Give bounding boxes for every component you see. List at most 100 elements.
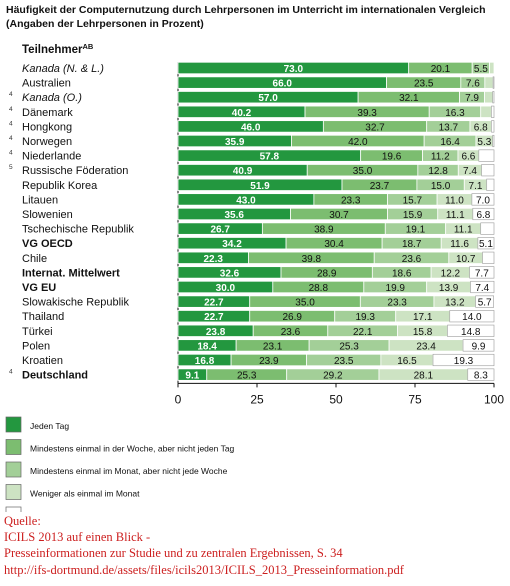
legend-label: Mindestens einmal in der Woche, aber nic… (30, 444, 235, 454)
legend-label: Weniger als einmal im Monat (30, 489, 140, 499)
data-label: 42.0 (348, 137, 368, 148)
row-footnote: 4 (9, 106, 13, 113)
legend-label: Nie (30, 511, 43, 512)
data-label: 23.3 (341, 195, 361, 206)
data-label: 32.7 (365, 122, 385, 133)
data-label: 5.7 (478, 298, 492, 309)
data-label: 28.8 (309, 283, 329, 294)
data-label: 35.6 (225, 210, 245, 221)
data-label: 19.3 (454, 356, 474, 367)
data-label: 18.4 (197, 341, 217, 352)
data-label: 11.1 (446, 210, 465, 221)
data-label: 23.6 (281, 327, 301, 338)
x-tick-label: 50 (329, 392, 343, 406)
legend-swatch (5, 484, 22, 500)
row-label: Kanada (O.) (22, 92, 82, 104)
data-label: 13.7 (439, 122, 459, 133)
row-label: Internat. Mittelwert (22, 267, 120, 279)
bar-segment (480, 222, 495, 235)
legend-label: Jeden Tag (30, 421, 69, 431)
data-label: 9.1 (185, 371, 199, 382)
legend-swatch (5, 439, 22, 455)
data-label: 7.6 (466, 79, 480, 90)
bar-segment (480, 105, 492, 118)
row-label: Tschechische Republik (22, 224, 134, 236)
row-label: VG EU (22, 282, 56, 294)
data-label: 15.8 (413, 327, 433, 338)
data-label: 7.7 (475, 268, 489, 279)
data-label: 6.8 (476, 210, 490, 221)
data-label: 8.3 (474, 371, 488, 382)
data-label: 32.6 (220, 268, 240, 279)
row-label: Russische Föderation (22, 165, 128, 177)
data-label: 23.5 (414, 79, 434, 90)
bar-segment (484, 91, 494, 104)
data-label: 18.7 (402, 239, 422, 250)
bar-segment (492, 91, 495, 104)
data-label: 11.0 (445, 195, 464, 206)
bar-segment (491, 120, 495, 133)
row-label: Thailand (22, 311, 64, 323)
data-label: 23.8 (206, 327, 226, 338)
data-label: 7.0 (476, 195, 490, 206)
data-label: 16.5 (397, 356, 417, 367)
data-label: 10.7 (456, 254, 476, 265)
bar-segment (472, 207, 495, 221)
data-label: 9.9 (472, 341, 486, 352)
bar-segment (447, 324, 495, 337)
data-label: 7.9 (465, 93, 479, 104)
data-label: 14.8 (461, 327, 481, 338)
data-label: 15.7 (403, 195, 423, 206)
row-footnote: 4 (9, 369, 13, 376)
data-label: 22.7 (204, 312, 224, 323)
row-label: Dänemark (22, 107, 73, 119)
data-label: 5.3 (477, 137, 491, 148)
row-footnote: 4 (9, 135, 13, 142)
data-label: 23.1 (263, 341, 283, 352)
bar-segment (470, 280, 495, 294)
row-label: Norwegen (22, 136, 72, 148)
source-url[interactable]: http://ifs-dortmund.de/assets/files/icil… (4, 563, 404, 577)
data-label: 38.9 (314, 225, 334, 236)
data-label: 11.1 (454, 225, 473, 236)
data-label: 26.9 (282, 312, 302, 323)
data-label: 23.5 (334, 356, 354, 367)
column-header: TeilnehmerAB (22, 42, 94, 56)
bar-segment (486, 178, 495, 191)
data-label: 6.6 (461, 152, 475, 163)
data-label: 23.7 (370, 181, 390, 192)
data-label: 25.3 (339, 341, 359, 352)
data-label: 19.1 (406, 225, 426, 236)
data-label: 22.1 (353, 327, 373, 338)
legend-swatch (5, 461, 22, 478)
bar-segment (491, 105, 495, 118)
row-label: Litauen (22, 194, 58, 206)
bar-segment (484, 76, 494, 89)
data-label: 7.4 (463, 166, 477, 177)
bar-segment (492, 76, 495, 89)
data-label: 46.0 (241, 122, 261, 133)
row-footnote: 5 (9, 164, 13, 171)
data-label: 5.5 (474, 64, 488, 75)
data-label: 40.2 (232, 108, 252, 119)
data-label: 14.0 (462, 312, 482, 323)
row-label: Australien (22, 78, 71, 90)
data-label: 73.0 (284, 64, 304, 75)
data-label: 35.9 (225, 137, 245, 148)
data-label: 25.3 (237, 371, 257, 382)
data-label: 18.6 (392, 268, 412, 279)
data-label: 30.7 (329, 210, 349, 221)
data-label: 39.8 (302, 254, 322, 265)
data-label: 11.6 (450, 239, 469, 250)
x-tick-label: 100 (484, 392, 504, 406)
chart-title: Häufigkeit der Computernutzung durch Leh… (6, 4, 486, 16)
data-label: 19.3 (355, 312, 375, 323)
data-label: 23.9 (259, 356, 279, 367)
data-label: 12.8 (428, 166, 448, 177)
data-label: 17.1 (413, 312, 433, 323)
bar-segment (475, 295, 494, 308)
data-label: 7.1 (469, 181, 483, 192)
data-label: 16.4 (440, 137, 460, 148)
data-label: 28.9 (317, 268, 337, 279)
data-label: 35.0 (353, 166, 373, 177)
